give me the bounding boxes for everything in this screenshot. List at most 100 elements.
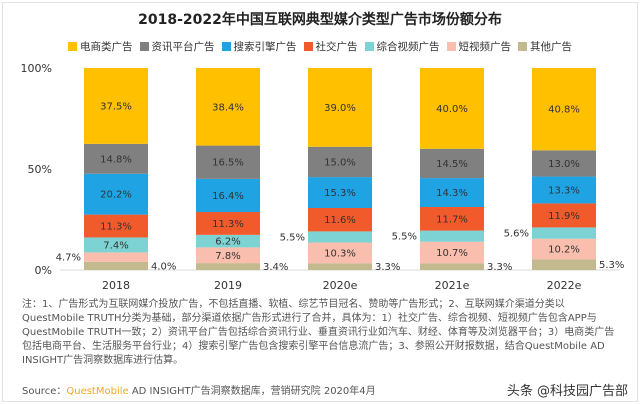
data-label: 16.4% — [212, 191, 244, 202]
bar-segment — [84, 143, 148, 174]
bar-segment — [420, 206, 484, 231]
legend-swatch — [446, 42, 456, 51]
data-label: 3.4% — [263, 262, 288, 273]
bar-segment — [196, 247, 260, 264]
bar-segment — [308, 242, 372, 264]
data-label: 14.3% — [436, 188, 468, 199]
bar-segment — [532, 68, 596, 151]
data-label: 11.9% — [548, 211, 580, 222]
bar-segment — [308, 68, 372, 147]
legend-swatch — [303, 42, 313, 51]
data-label: 7.8% — [215, 251, 240, 262]
stacked-bar-chart: 0% 50% 100% 4.0% 4.7% 7.4% 11.3% 20.2% 14.8% 37.5… — [21, 62, 625, 292]
bar-segment — [196, 145, 260, 179]
data-label: 5.5% — [280, 232, 305, 243]
data-label: 20.2% — [100, 190, 132, 201]
data-label: 40.8% — [548, 105, 580, 116]
bar-segment — [420, 178, 484, 207]
legend-label: 其他广告 — [530, 41, 572, 53]
data-label: 4.7% — [56, 253, 81, 264]
legend-label: 综合视频广告 — [376, 41, 440, 53]
legend-item: 其他广告 — [518, 39, 572, 54]
data-label: 15.3% — [324, 188, 356, 199]
legend-swatch — [518, 42, 527, 51]
legend-item: 综合视频广告 — [364, 39, 440, 54]
x-tick-label: 2019 — [214, 279, 242, 292]
legend-item: 社交广告 — [303, 39, 358, 54]
data-label: 14.8% — [100, 154, 132, 165]
data-label: 5.5% — [392, 232, 417, 243]
x-tick-label: 2021e — [435, 279, 470, 292]
bar-segment — [84, 214, 148, 238]
data-label: 16.5% — [212, 158, 244, 169]
bar-segment — [532, 238, 596, 260]
bar-segment — [420, 230, 484, 242]
source-text: AD INSIGHT广告洞察数据库，营销研究院 2020年4月 — [128, 386, 376, 397]
data-label: 13.3% — [548, 185, 580, 196]
bar-segment — [196, 178, 260, 213]
data-label: 6.2% — [215, 237, 240, 248]
bar-segment — [308, 207, 372, 232]
bar-segment — [84, 173, 148, 215]
y-tick-label: 50% — [28, 163, 52, 176]
bar-segment — [532, 150, 596, 177]
source-brand: QuestMobile — [66, 386, 129, 397]
bar-segment — [308, 146, 372, 178]
source-label: Source： — [22, 386, 67, 397]
bar-segment — [532, 203, 596, 228]
data-label: 40.0% — [436, 104, 468, 115]
bar-segment — [532, 259, 596, 270]
legend-item: 资讯平台广告 — [139, 39, 215, 54]
x-tick-label: 2018 — [102, 279, 130, 292]
legend-item: 电商类广告 — [68, 39, 133, 54]
legend-swatch — [221, 42, 231, 51]
legend-label: 社交广告 — [315, 41, 358, 53]
legend-label: 资讯平台广告 — [151, 41, 215, 53]
bar-segment — [308, 263, 372, 270]
bar-segment — [84, 261, 148, 270]
legend-swatch — [139, 42, 149, 51]
legend-item: 搜索引擎广告 — [221, 39, 297, 54]
legend-label: 电商类广告 — [80, 41, 133, 53]
source-line: Source：QuestMobile AD INSIGHT广告洞察数据库，营销研… — [22, 386, 376, 398]
data-label: 3.3% — [375, 262, 400, 273]
bar-segment — [308, 177, 372, 208]
chart-title: 2018-2022年中国互联网典型媒介类型广告市场份额分布 — [138, 12, 502, 28]
data-label: 10.7% — [436, 248, 468, 259]
y-tick-label: 0% — [35, 264, 52, 277]
x-tick-label: 2020e — [323, 279, 358, 292]
data-label: 13.0% — [548, 159, 580, 170]
data-label: 11.6% — [324, 215, 356, 226]
bar-segment — [196, 68, 260, 146]
data-label: 7.4% — [103, 240, 128, 251]
bar-segment — [308, 231, 372, 243]
data-label: 3.3% — [487, 262, 512, 273]
bar-segment — [420, 263, 484, 270]
credit-watermark: 头条 @科技园广告部 — [506, 384, 628, 399]
bar-segment — [532, 176, 596, 204]
data-label: 5.6% — [504, 229, 529, 240]
data-label: 4.0% — [151, 261, 176, 272]
data-label: 10.2% — [548, 245, 580, 256]
legend-swatch — [364, 42, 374, 51]
bar-segment — [84, 68, 148, 144]
data-label: 37.5% — [100, 101, 132, 112]
legend-swatch — [68, 42, 77, 51]
bar-segment — [84, 237, 148, 253]
data-label: 14.5% — [436, 159, 468, 170]
legend-label: 搜索引擎广告 — [233, 41, 297, 53]
data-label: 39.0% — [324, 103, 356, 114]
bar-segment — [196, 212, 260, 235]
data-label: 11.3% — [212, 219, 244, 230]
bar-segment — [196, 234, 260, 248]
bar-segment — [420, 68, 484, 149]
data-label: 11.3% — [100, 222, 132, 233]
legend-label: 短视频广告 — [458, 41, 512, 53]
bar-segment — [84, 252, 148, 262]
data-label: 15.0% — [324, 157, 356, 168]
legend: 电商类广告 资讯平台广告 搜索引擎广告 社交广告 综合视频广告 短视频广告 其他广告 — [0, 39, 640, 54]
bar-segment — [196, 263, 260, 270]
bar-segment — [532, 227, 596, 239]
data-label: 5.3% — [599, 260, 624, 271]
